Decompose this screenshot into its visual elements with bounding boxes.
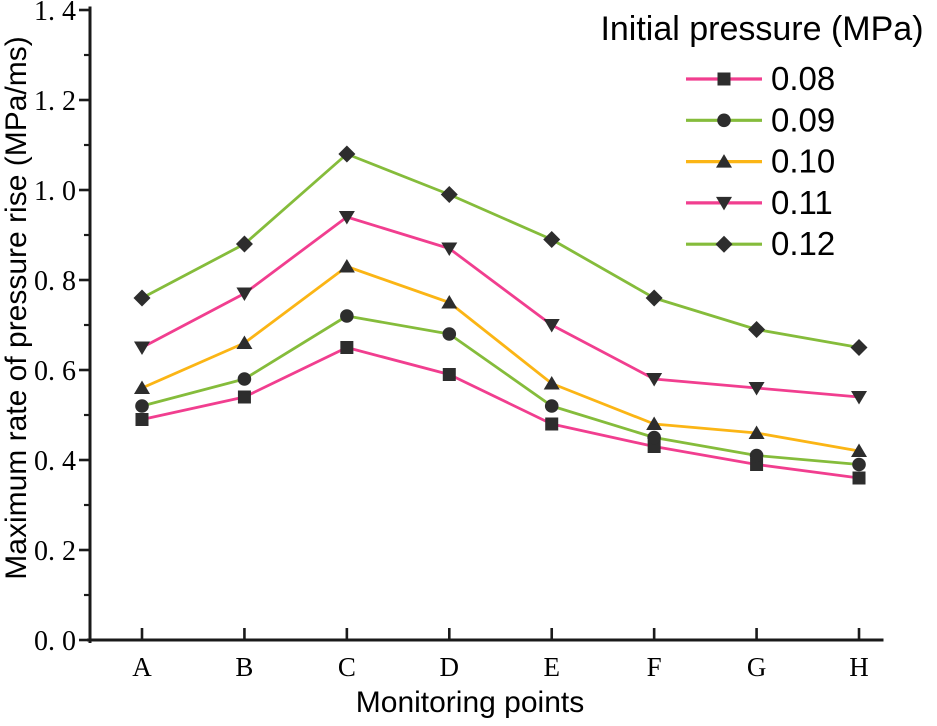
marker-triangle-up bbox=[543, 376, 560, 390]
marker-diamond bbox=[235, 235, 253, 253]
marker-diamond bbox=[850, 339, 868, 356]
marker-circle bbox=[340, 309, 354, 323]
marker-triangle-down bbox=[441, 242, 458, 256]
x-axis-ticks bbox=[140, 628, 861, 640]
y-tick-label: 1. 0 bbox=[34, 176, 76, 207]
marker-triangle-down bbox=[134, 341, 150, 355]
marker-square bbox=[237, 390, 251, 404]
series-0.12 bbox=[133, 145, 868, 356]
legend-item-0.11: 0.11 bbox=[686, 184, 833, 221]
legend-item-0.12: 0.12 bbox=[686, 225, 835, 262]
marker-circle bbox=[544, 399, 559, 413]
marker-diamond bbox=[715, 235, 733, 253]
marker-diamond bbox=[645, 289, 663, 307]
marker-triangle-down bbox=[748, 382, 765, 396]
series-0.11 bbox=[134, 211, 868, 405]
x-tick-label: B bbox=[235, 652, 253, 682]
marker-triangle-down bbox=[646, 373, 663, 387]
y-tick-label: 0. 8 bbox=[34, 266, 76, 297]
legend-label: 0.10 bbox=[771, 143, 835, 180]
legend: Initial pressure (MPa) 0.08 0.09 0.10 0.11 0.… bbox=[600, 10, 923, 262]
marker-circle bbox=[647, 430, 661, 445]
marker-triangle-up bbox=[134, 380, 150, 394]
series-0.10 bbox=[134, 259, 868, 457]
marker-triangle-down bbox=[716, 196, 732, 211]
series-line bbox=[141, 215, 860, 399]
marker-triangle-down bbox=[851, 391, 868, 405]
legend-item-0.10: 0.10 bbox=[686, 143, 835, 180]
marker-circle bbox=[442, 327, 457, 341]
marker-triangle-down bbox=[236, 287, 253, 301]
x-tick-label: C bbox=[338, 652, 356, 682]
x-tick-label: D bbox=[440, 652, 460, 682]
y-axis-tick-labels: 0. 0 0. 2 0. 4 0. 6 0. 8 1. 0 1. 2 1. 4 bbox=[34, 0, 76, 657]
marker-triangle-up bbox=[851, 443, 868, 457]
legend-title: Initial pressure (MPa) bbox=[600, 10, 923, 48]
series-line bbox=[141, 314, 860, 466]
axis-titles: Monitoring points Maximum rate of pressur… bbox=[0, 36, 584, 719]
y-tick-label: 0. 6 bbox=[34, 356, 76, 387]
series-line bbox=[141, 265, 860, 453]
marker-circle bbox=[237, 372, 252, 386]
marker-triangle-up bbox=[646, 416, 663, 430]
y-tick-label: 1. 2 bbox=[34, 86, 76, 117]
legend-label: 0.09 bbox=[771, 101, 835, 138]
series-0.09 bbox=[135, 309, 866, 472]
legend-item-0.08: 0.08 bbox=[686, 60, 835, 97]
x-tick-label: H bbox=[849, 652, 869, 682]
marker-triangle-up bbox=[236, 335, 253, 349]
y-tick-label: 0. 4 bbox=[34, 446, 76, 477]
legend-label: 0.11 bbox=[771, 184, 833, 221]
marker-square bbox=[340, 341, 354, 354]
marker-circle bbox=[852, 457, 866, 472]
series-line bbox=[141, 152, 860, 349]
series-line bbox=[141, 346, 860, 480]
marker-triangle-up bbox=[338, 259, 355, 273]
y-tick-label: 1. 4 bbox=[34, 0, 76, 27]
marker-diamond bbox=[440, 186, 458, 203]
axes bbox=[87, 6, 884, 643]
x-tick-label: G bbox=[747, 652, 767, 682]
y-tick-label: 0. 2 bbox=[34, 536, 76, 567]
marker-triangle-down bbox=[543, 319, 560, 333]
marker-triangle-up bbox=[716, 154, 732, 168]
legend-label: 0.08 bbox=[771, 60, 835, 97]
marker-circle bbox=[135, 399, 149, 413]
marker-diamond bbox=[338, 145, 356, 163]
marker-circle bbox=[717, 113, 731, 128]
y-tick-label: 0. 0 bbox=[34, 626, 76, 657]
x-tick-label: E bbox=[543, 652, 560, 682]
marker-square bbox=[135, 413, 149, 426]
marker-triangle-down bbox=[338, 211, 355, 225]
marker-square bbox=[717, 72, 731, 86]
marker-diamond bbox=[133, 289, 151, 307]
x-axis-title: Monitoring points bbox=[356, 686, 584, 719]
x-tick-label: A bbox=[132, 652, 152, 682]
legend-label: 0.12 bbox=[771, 225, 835, 262]
marker-diamond bbox=[543, 231, 561, 248]
y-axis-title: Maximum rate of pressure rise (MPa/ms) bbox=[0, 36, 33, 579]
y-axis-ticks bbox=[79, 8, 90, 642]
marker-circle bbox=[749, 448, 764, 463]
x-axis-tick-labels: A B C D E F G H bbox=[132, 652, 869, 682]
x-tick-label: F bbox=[647, 652, 662, 682]
series-0.08 bbox=[135, 341, 866, 485]
marker-triangle-up bbox=[441, 295, 458, 309]
legend-item-0.09: 0.09 bbox=[686, 101, 835, 138]
marker-square bbox=[442, 368, 456, 381]
marker-triangle-up bbox=[748, 425, 765, 439]
marker-square bbox=[852, 471, 866, 485]
marker-square bbox=[545, 417, 559, 431]
marker-diamond bbox=[748, 321, 766, 338]
